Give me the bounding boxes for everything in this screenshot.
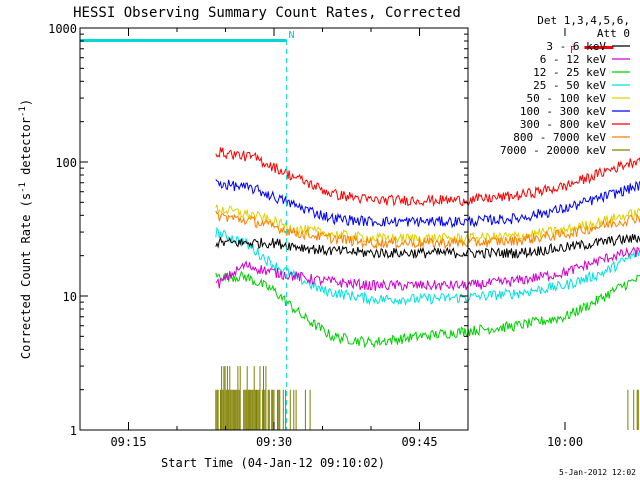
flare-flag-bar-0 — [584, 46, 614, 49]
legend-label-2: 12 - 25 keV — [533, 66, 606, 79]
data-layer — [215, 147, 640, 430]
series-line-8 — [215, 366, 639, 430]
x-tick-label-0: 09:15 — [110, 435, 146, 449]
legend-label-7: 800 - 7000 keV — [513, 131, 606, 144]
flag-letter-n: N — [289, 30, 295, 41]
series-line-7 — [215, 210, 640, 250]
y-tick-label-2: 100 — [55, 156, 77, 170]
legend-header-line-1: Att 0 — [597, 27, 630, 40]
x-tick-label-1: 09:30 — [256, 435, 292, 449]
chart-title: HESSI Observing Summary Count Rates, Cor… — [73, 5, 461, 21]
axis-layer: 09:1509:3009:4510:0010:1510:3010:4511010… — [48, 22, 583, 449]
x-tick-label-3: 10:00 — [547, 435, 583, 449]
y-tick-label-0: 1 — [70, 424, 77, 438]
series-line-1 — [215, 246, 640, 292]
series-line-6 — [215, 147, 640, 207]
legend-label-5: 100 - 300 keV — [520, 105, 606, 118]
legend-label-6: 300 - 800 keV — [520, 118, 606, 131]
y-axis-label: Corrected Count Rate (s-1 detector-1) — [18, 99, 33, 359]
legend-label-0: 3 - 6 keV — [546, 40, 606, 53]
legend-label-4: 50 - 100 keV — [527, 92, 607, 105]
y-tick-label-1: 10 — [63, 290, 77, 304]
flag-letter-f: F — [570, 45, 576, 56]
series-line-3 — [215, 226, 640, 306]
x-axis-label: Start Time (04-Jan-12 09:10:02) — [161, 456, 385, 470]
x-tick-label-2: 09:45 — [401, 435, 437, 449]
footer-timestamp: 5-Jan-2012 12:02 — [559, 468, 636, 477]
night-bar-0 — [80, 39, 287, 42]
legend-label-8: 7000 - 20000 keV — [500, 144, 606, 157]
series-line-5 — [215, 179, 640, 229]
legend-label-3: 25 - 50 keV — [533, 79, 606, 92]
legend-label-1: 6 - 12 keV — [540, 53, 607, 66]
y-tick-label-3: 1000 — [48, 22, 77, 36]
legend-header-line-0: Det 1,3,4,5,6, — [537, 14, 630, 27]
series-line-0 — [215, 233, 640, 259]
series-line-2 — [215, 270, 640, 349]
